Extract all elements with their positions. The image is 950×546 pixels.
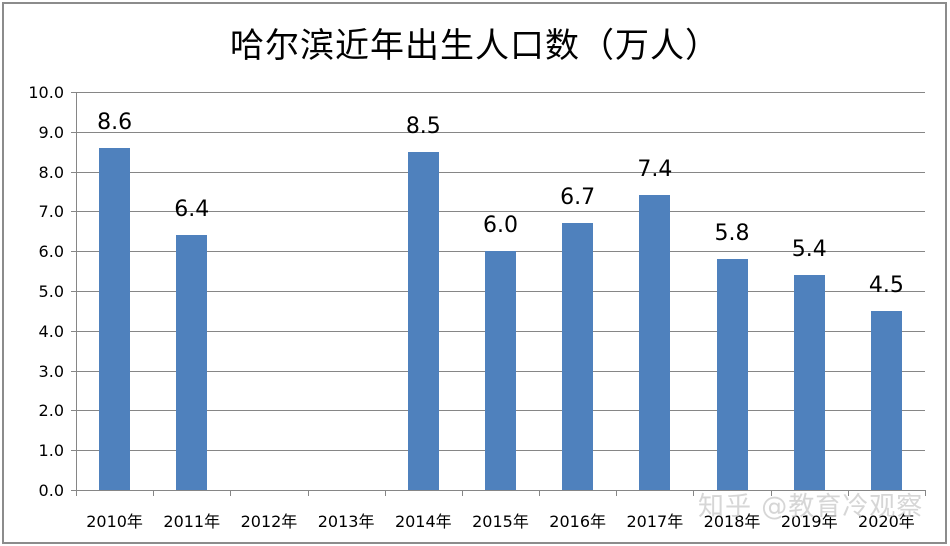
bar	[871, 311, 902, 490]
x-tick-label: 2014年	[394, 512, 452, 531]
x-tick-label: 2016年	[549, 512, 607, 531]
bar	[717, 259, 748, 490]
watermark: 知乎 @教育冷观察	[698, 492, 924, 522]
y-tick-label: 7.0	[38, 201, 64, 221]
y-tick-label: 0.0	[38, 480, 64, 500]
y-tick-label: 6.0	[38, 241, 64, 261]
y-tick-label: 3.0	[38, 361, 64, 381]
bar	[485, 251, 516, 490]
bar	[562, 223, 593, 490]
x-tick-label: 2019年	[780, 512, 838, 531]
y-tick-label: 8.0	[38, 162, 64, 182]
x-tick-label: 2013年	[317, 512, 375, 531]
x-tick-label: 2011年	[163, 512, 221, 531]
y-tick-label: 2.0	[38, 400, 64, 420]
y-tick-label: 1.0	[38, 440, 64, 460]
axes	[71, 92, 926, 496]
bar	[408, 152, 439, 490]
x-tick-label: 2010年	[86, 512, 143, 531]
data-label: 4.5	[868, 272, 904, 298]
data-label: 5.8	[714, 221, 750, 247]
data-label: 8.6	[97, 109, 133, 135]
x-tick-label: 2017年	[626, 512, 684, 531]
bars	[99, 148, 902, 490]
data-label: 6.0	[483, 213, 518, 239]
x-tick-label: 2018年	[703, 512, 761, 531]
y-tick-label: 4.0	[38, 321, 64, 341]
x-tick-label: 2012年	[240, 512, 298, 531]
data-label: 6.4	[174, 197, 210, 223]
data-label: 7.4	[637, 157, 673, 183]
data-label: 8.5	[405, 113, 441, 139]
y-tick-label: 9.0	[38, 122, 64, 142]
data-label: 6.7	[560, 185, 596, 211]
y-tick-label: 10.0	[28, 82, 64, 102]
x-tick-label: 2015年	[472, 512, 529, 531]
y-tick-label: 5.0	[38, 281, 64, 301]
bar	[99, 148, 130, 490]
bar	[176, 235, 207, 490]
bar	[794, 275, 825, 490]
chart-title: 哈尔滨近年出生人口数（万人）	[230, 26, 720, 66]
x-tick-label: 2020年	[858, 512, 915, 531]
data-label: 5.4	[791, 237, 827, 263]
bar	[639, 195, 670, 490]
